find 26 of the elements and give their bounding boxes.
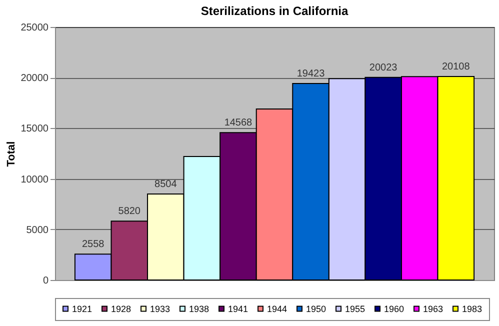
data-label: 20023 xyxy=(369,62,398,74)
data-label: 2558 xyxy=(82,239,105,250)
data-label: 5820 xyxy=(118,206,141,218)
data-label: 20108 xyxy=(442,62,470,73)
data-label: 8504 xyxy=(154,178,178,190)
legend-label: 1944 xyxy=(267,304,288,314)
legend-label: 1933 xyxy=(150,304,170,314)
y-tick-label: 25000 xyxy=(20,22,49,34)
y-tick-label: 20000 xyxy=(20,73,49,84)
y-tick-label: 15000 xyxy=(20,124,49,135)
legend-label: 1921 xyxy=(72,304,92,314)
legend-label: 1938 xyxy=(189,304,210,314)
y-tick-label: 5000 xyxy=(26,224,49,236)
y-tick-label: 10000 xyxy=(20,174,49,186)
legend-label: 1941 xyxy=(228,304,248,314)
legend-label: 1928 xyxy=(111,304,132,314)
legend-label: 1960 xyxy=(384,304,404,314)
chart-title: Sterilizations in California xyxy=(200,4,349,18)
data-label: 14568 xyxy=(224,118,253,129)
y-tick-label: 0 xyxy=(42,276,49,286)
legend-label: 1983 xyxy=(462,304,482,314)
y-axis-title: Total xyxy=(6,141,18,167)
legend-label: 1963 xyxy=(423,304,444,314)
legend-label: 1955 xyxy=(345,304,366,314)
legend-label: 1950 xyxy=(306,304,326,314)
data-label: 19423 xyxy=(296,68,326,80)
